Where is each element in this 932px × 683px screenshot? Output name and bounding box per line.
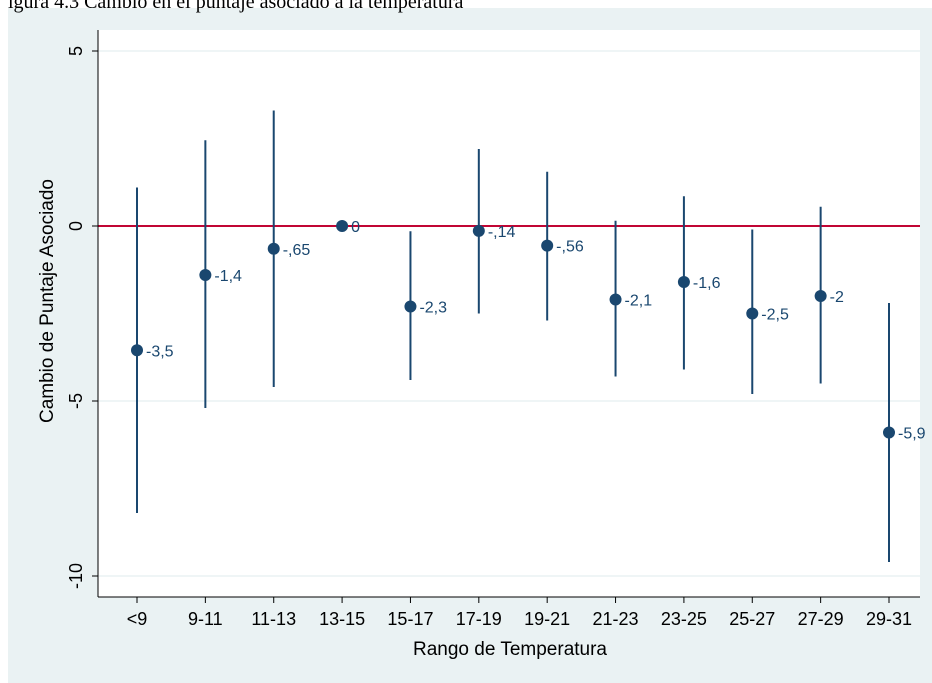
data-point [609, 293, 622, 306]
y-tick-label: 0 [66, 221, 86, 231]
x-tick-label: 15-17 [387, 609, 433, 629]
point-label: -1,6 [693, 275, 721, 292]
data-point [267, 242, 280, 255]
x-tick-label: 25-27 [729, 609, 775, 629]
data-point [336, 220, 349, 232]
figure-caption: igura 4.3 Cambio en el puntaje asociado … [8, 0, 464, 13]
data-points [131, 220, 895, 439]
x-tick-label: 13-15 [319, 609, 365, 629]
data-point [883, 426, 895, 439]
point-label: -5,9 [898, 426, 926, 443]
point-label: -2,1 [625, 293, 653, 310]
x-tick-label: 9-11 [188, 609, 223, 629]
data-point [199, 269, 212, 281]
y-tick-label: -5 [66, 393, 86, 409]
data-point [131, 344, 143, 357]
x-tick-label: 11-13 [251, 609, 296, 629]
x-tick-label: <9 [127, 609, 148, 629]
point-label: -,65 [283, 242, 311, 259]
point-label: -2,3 [419, 300, 447, 317]
y-tick-label: -10 [66, 563, 86, 589]
y-tick-labels: 5 0 -5 -10 [66, 46, 98, 589]
point-labels: -3,5 -1,4 -,65 0 -2,3 -,14 -,56 -2,1 -1,6 -2,5 -2 -… [146, 219, 926, 443]
y-axis-title: Cambio de Puntaje Asociado [37, 179, 58, 423]
point-label: -3,5 [146, 343, 174, 360]
x-tick-label: 23-25 [661, 609, 707, 629]
x-tick-label: 29-31 [866, 609, 912, 629]
point-label: -2,5 [761, 307, 789, 324]
data-point [677, 276, 690, 288]
y-tick-label: 5 [66, 46, 86, 56]
axes [97, 30, 920, 598]
point-label: -1,4 [214, 268, 242, 285]
plot-area [98, 30, 920, 597]
x-axis-title: Rango de Temperatura [413, 639, 607, 660]
x-tick-label: 17-19 [456, 609, 502, 629]
point-label: -,56 [556, 239, 584, 256]
x-tick-label: 27-29 [798, 609, 844, 629]
point-label: -,14 [488, 224, 516, 241]
x-tick-label: 19-21 [524, 609, 570, 629]
data-point [404, 300, 417, 313]
data-point [541, 239, 554, 252]
data-point [814, 290, 827, 302]
x-tick-label: 21-23 [593, 609, 639, 629]
data-point [472, 224, 485, 237]
data-point [746, 307, 759, 320]
x-tick-labels: <9 9-11 11-13 13-15 15-17 17-19 19-21 21-23 23-2… [127, 597, 912, 629]
point-label: 0 [351, 219, 360, 236]
point-label: -2 [830, 289, 844, 306]
